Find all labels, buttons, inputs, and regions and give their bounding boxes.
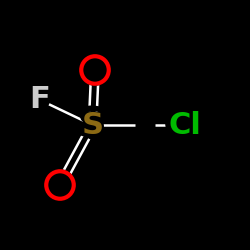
Circle shape: [80, 55, 110, 85]
Text: S: S: [78, 104, 108, 146]
Text: Cl: Cl: [168, 110, 202, 140]
Text: F: F: [30, 86, 50, 114]
Text: S: S: [82, 110, 104, 140]
Circle shape: [45, 170, 75, 200]
Text: Cl: Cl: [162, 104, 208, 146]
Text: F: F: [26, 79, 54, 121]
